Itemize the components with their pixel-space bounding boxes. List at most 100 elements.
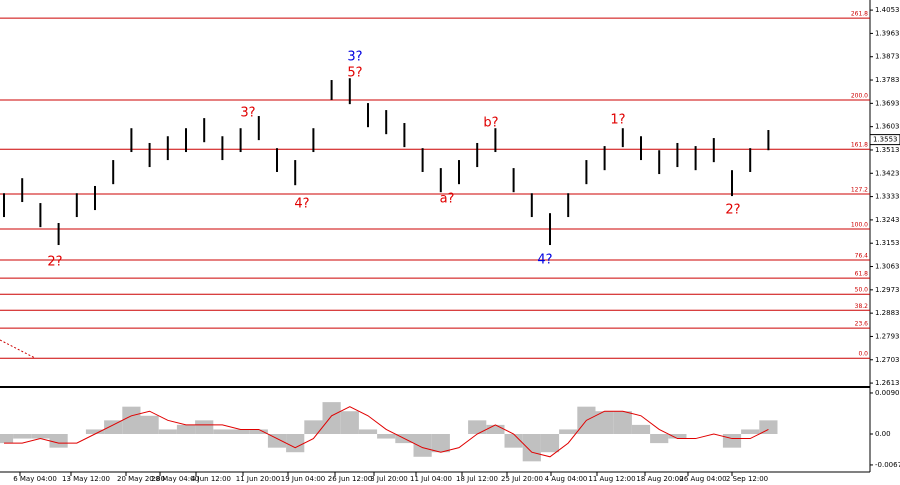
- x-tick-label: 11 Jun 20:00: [236, 475, 280, 483]
- histogram-bar: [85, 429, 105, 435]
- histogram-bar: [249, 429, 268, 435]
- x-tick-label: 3 Jul 20:00: [370, 475, 408, 483]
- y-tick-label: 1.3603: [875, 123, 900, 131]
- histogram-bar: [158, 429, 177, 435]
- histogram-bar: [468, 420, 487, 435]
- histogram-bar: [631, 424, 651, 435]
- x-tick-label: 20 May 20:00: [117, 475, 165, 483]
- y-tick-label: 1.2613: [875, 379, 900, 387]
- histogram-bar: [559, 429, 578, 435]
- histogram-bar: [522, 434, 541, 462]
- histogram-bar: [31, 434, 50, 439]
- histogram-bar: [504, 434, 523, 448]
- y-tick-label: -0.00679: [875, 461, 900, 469]
- histogram-bar: [286, 434, 305, 453]
- histogram-bar: [140, 415, 159, 435]
- histogram-bar: [650, 434, 669, 444]
- y-tick-label: 1.2793: [875, 332, 900, 340]
- histogram-bar: [340, 411, 359, 435]
- y-tick-label: 1.2883: [875, 309, 900, 317]
- y-tick-label: 1.4053: [875, 6, 900, 14]
- x-tick-label: 11 Jul 04:00: [410, 475, 452, 483]
- histogram-bar: [595, 411, 614, 435]
- histogram-bar: [377, 434, 396, 439]
- y-tick-label: 1.2703: [875, 356, 900, 364]
- y-tick-label: 1.3153: [875, 239, 900, 247]
- fib-label: 161.8: [851, 142, 868, 149]
- y-tick-label: 1.2973: [875, 286, 900, 294]
- histogram-bar: [122, 406, 141, 435]
- fib-label: 261.8: [851, 11, 868, 18]
- x-tick-label: 13 May 12:00: [62, 475, 110, 483]
- histogram-bar: [722, 434, 742, 448]
- y-tick-label: 1.3423: [875, 169, 900, 177]
- fib-label: 200.0: [851, 92, 868, 99]
- x-tick-label: 25 Jul 20:00: [501, 475, 543, 483]
- x-tick-label: 4 Aug 04:00: [545, 475, 588, 483]
- histogram-bar: [267, 434, 287, 448]
- x-tick-label: 26 Aug 04:00: [679, 475, 726, 483]
- histogram-bar: [358, 429, 378, 435]
- histogram-bar: [613, 411, 632, 435]
- x-tick-label: 2 Sep 12:00: [726, 475, 768, 483]
- x-tick-label: 4 Jun 12:00: [191, 475, 231, 483]
- y-tick-label: 0.00: [875, 430, 891, 438]
- histogram-bar: [486, 424, 505, 435]
- y-tick-label: 0.00901: [875, 389, 900, 397]
- y-tick-label: 1.3873: [875, 53, 900, 61]
- wave-label: 4?: [537, 253, 552, 268]
- wave-label: 5?: [347, 66, 362, 81]
- x-tick-label: 6 May 04:00: [13, 475, 57, 483]
- wave-label: 3?: [347, 50, 362, 65]
- fib-label: 100.0: [851, 221, 868, 228]
- y-tick-label: 1.3783: [875, 76, 900, 84]
- histogram-bar: [413, 434, 432, 457]
- x-tick-label: 19 Jun 04:00: [281, 475, 325, 483]
- wave-label: 3?: [240, 106, 255, 121]
- histogram-bar: [195, 420, 214, 435]
- histogram-bar: [231, 429, 250, 435]
- histogram-bar: [104, 420, 123, 435]
- signal-line: [4, 406, 769, 458]
- x-tick-label: 18 Aug 20:00: [636, 475, 683, 483]
- histogram-bar: [0, 434, 14, 444]
- wave-label: 4?: [294, 197, 309, 212]
- fib-label: 38.2: [855, 303, 869, 310]
- histogram-bar: [322, 402, 341, 435]
- histogram-bar: [540, 434, 560, 453]
- wave-label: 2?: [725, 203, 740, 218]
- histogram-bar: [668, 434, 687, 439]
- y-tick-label: 1.3243: [875, 216, 900, 224]
- x-tick-label: 11 Aug 12:00: [588, 475, 635, 483]
- wave-label: 1?: [610, 113, 625, 128]
- wave-label: a?: [440, 192, 455, 207]
- y-tick-label: 1.3963: [875, 29, 900, 37]
- x-tick-label: 28 May 04:00: [151, 475, 199, 483]
- fib-label: 127.2: [851, 187, 868, 194]
- wave-label: b?: [483, 116, 498, 131]
- histogram-bar: [49, 434, 68, 448]
- wave-label: 2?: [47, 255, 62, 270]
- fib-label: 76.4: [855, 253, 869, 260]
- histogram-bar: [13, 434, 32, 439]
- y-tick-label: 1.3333: [875, 193, 900, 201]
- last-price: 1.3553: [873, 136, 898, 144]
- x-tick-label: 26 Jun 12:00: [328, 475, 372, 483]
- last-price-box: [869, 134, 900, 146]
- histogram-bar: [759, 420, 778, 435]
- x-tick-label: 18 Jul 12:00: [456, 475, 498, 483]
- y-tick-label: 1.3693: [875, 99, 900, 107]
- fib-label: 0.0: [858, 351, 868, 358]
- histogram-bar: [431, 434, 450, 453]
- histogram-bar: [213, 429, 232, 435]
- histogram-bar: [304, 420, 323, 435]
- histogram-bar: [741, 429, 760, 435]
- fib-label: 50.0: [855, 287, 869, 294]
- y-tick-label: 1.3513: [875, 146, 900, 154]
- fib-label: 23.6: [855, 321, 869, 328]
- fib-label: 61.8: [855, 271, 869, 278]
- trend-line: [0, 339, 36, 359]
- histogram-bar: [176, 424, 196, 435]
